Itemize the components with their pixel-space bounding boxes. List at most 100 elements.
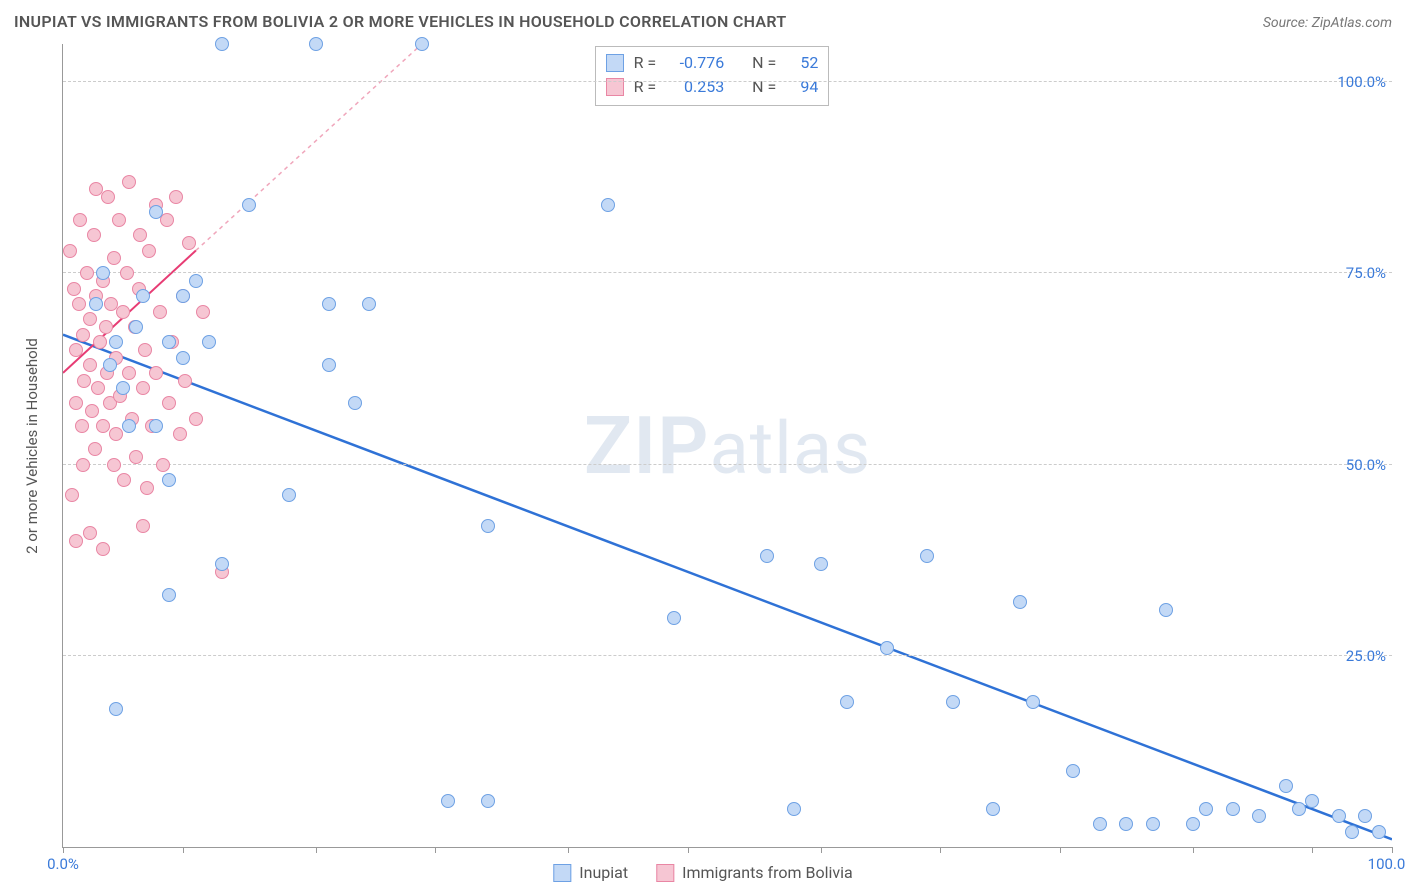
data-point <box>112 213 126 227</box>
legend-item: Inupiat <box>553 863 628 882</box>
stats-legend-row: R =-0.776 N =52 <box>606 51 819 75</box>
watermark-atlas: atlas <box>710 406 872 491</box>
data-point <box>481 519 495 533</box>
gridline <box>63 464 1392 465</box>
data-point <box>920 549 934 563</box>
data-point <box>122 175 136 189</box>
legend-swatch <box>553 864 571 882</box>
data-point <box>1186 817 1200 831</box>
data-point <box>162 335 176 349</box>
data-point <box>322 297 336 311</box>
data-point <box>76 458 90 472</box>
y-tick-label: 100.0% <box>1337 73 1386 91</box>
y-tick-label: 50.0% <box>1346 456 1386 474</box>
data-point <box>103 358 117 372</box>
data-point <box>282 488 296 502</box>
legend-label: Inupiat <box>579 863 628 882</box>
data-point <box>1345 825 1359 839</box>
data-point <box>176 289 190 303</box>
data-point <box>1013 595 1027 609</box>
r-value: 0.253 <box>666 75 724 99</box>
x-tick <box>183 847 184 853</box>
data-point <box>136 381 150 395</box>
data-point <box>89 297 103 311</box>
y-tick-label: 75.0% <box>1346 264 1386 282</box>
data-point <box>309 37 323 51</box>
y-axis-label: 2 or more Vehicles in Household <box>23 338 41 554</box>
data-point <box>83 312 97 326</box>
data-point <box>162 588 176 602</box>
data-point <box>65 488 79 502</box>
data-point <box>1358 809 1372 823</box>
data-point <box>760 549 774 563</box>
data-point <box>149 419 163 433</box>
data-point <box>72 297 86 311</box>
data-point <box>1292 802 1306 816</box>
data-point <box>133 228 147 242</box>
x-tick <box>688 847 689 853</box>
watermark-zip: ZIP <box>584 399 710 493</box>
data-point <box>69 343 83 357</box>
data-point <box>1026 695 1040 709</box>
data-point <box>1252 809 1266 823</box>
data-point <box>109 427 123 441</box>
data-point <box>1066 764 1080 778</box>
chart-title: INUPIAT VS IMMIGRANTS FROM BOLIVIA 2 OR … <box>14 12 786 31</box>
data-point <box>83 526 97 540</box>
data-point <box>91 381 105 395</box>
data-point <box>96 419 110 433</box>
data-point <box>196 305 210 319</box>
x-tick-label: 100.0% <box>1368 855 1406 873</box>
r-label: R = <box>634 75 657 99</box>
x-tick <box>1312 847 1313 853</box>
chart-container: 2 or more Vehicles in Household ZIPatlas… <box>40 44 1392 848</box>
data-point <box>129 320 143 334</box>
data-point <box>176 351 190 365</box>
data-point <box>138 343 152 357</box>
data-point <box>362 297 376 311</box>
data-point <box>69 534 83 548</box>
r-value: -0.776 <box>666 51 724 75</box>
data-point <box>182 236 196 250</box>
data-point <box>1119 817 1133 831</box>
data-point <box>986 802 1000 816</box>
n-label: N = <box>752 75 776 99</box>
data-point <box>87 228 101 242</box>
data-point <box>109 702 123 716</box>
y-tick-label: 25.0% <box>1346 647 1386 665</box>
r-label: R = <box>634 51 657 75</box>
data-point <box>67 282 81 296</box>
x-tick <box>63 847 64 853</box>
x-tick <box>821 847 822 853</box>
data-point <box>601 198 615 212</box>
x-tick <box>1392 847 1393 853</box>
data-point <box>129 450 143 464</box>
data-point <box>107 251 121 265</box>
data-point <box>1146 817 1160 831</box>
data-point <box>189 412 203 426</box>
data-point <box>156 458 170 472</box>
data-point <box>122 366 136 380</box>
data-point <box>348 396 362 410</box>
gridline <box>63 272 1392 273</box>
gridline <box>63 655 1392 656</box>
n-label: N = <box>752 51 776 75</box>
data-point <box>116 305 130 319</box>
x-tick-label: 0.0% <box>47 855 79 873</box>
legend-swatch <box>606 54 624 72</box>
data-point <box>202 335 216 349</box>
data-point <box>136 289 150 303</box>
data-point <box>116 381 130 395</box>
x-tick <box>568 847 569 853</box>
data-point <box>75 419 89 433</box>
stats-legend-row: R =0.253 N =94 <box>606 75 819 99</box>
data-point <box>99 320 113 334</box>
data-point <box>667 611 681 625</box>
data-point <box>69 396 83 410</box>
data-point <box>122 419 136 433</box>
data-point <box>169 190 183 204</box>
data-point <box>415 37 429 51</box>
data-point <box>1305 794 1319 808</box>
data-point <box>120 266 134 280</box>
data-point <box>140 481 154 495</box>
